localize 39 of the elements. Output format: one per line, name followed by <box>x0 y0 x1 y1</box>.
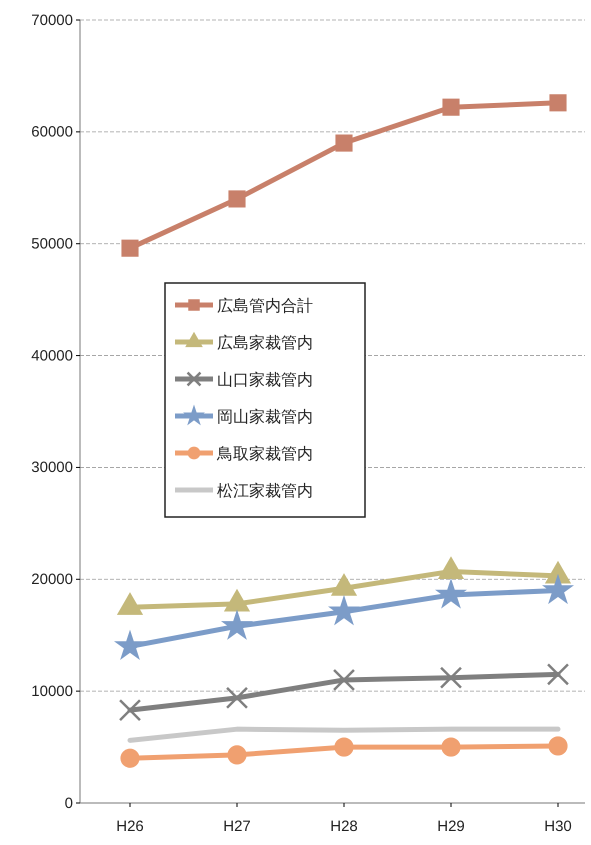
y-tick-label: 60000 <box>31 124 73 141</box>
point <box>121 240 139 257</box>
x-tick-label: H26 <box>116 818 144 835</box>
point <box>436 579 466 608</box>
x-tick-label: H27 <box>223 818 251 835</box>
point <box>222 610 252 640</box>
legend-label: 鳥取家裁管内 <box>216 444 313 463</box>
legend-label: 松江家裁管内 <box>217 481 313 500</box>
point <box>118 698 142 722</box>
point <box>334 737 354 757</box>
point <box>335 134 353 152</box>
x-tick-label: H29 <box>437 818 465 835</box>
point <box>227 745 247 764</box>
point <box>226 686 248 710</box>
point <box>440 666 462 689</box>
legend-label: 岡山家裁管内 <box>217 407 313 426</box>
x-tick-label: H30 <box>544 818 572 835</box>
y-tick-label: 30000 <box>31 459 73 476</box>
y-tick-label: 70000 <box>31 12 73 29</box>
point <box>548 736 568 756</box>
point <box>329 596 359 625</box>
y-tick-label: 40000 <box>31 347 73 364</box>
point <box>120 748 140 768</box>
point <box>543 574 573 604</box>
point <box>228 190 246 208</box>
point <box>549 94 567 112</box>
legend-label: 広島管内合計 <box>217 296 313 315</box>
y-tick-label: 0 <box>64 794 73 812</box>
y-tick-label: 50000 <box>31 236 73 253</box>
point <box>546 663 570 686</box>
point <box>442 98 460 116</box>
point <box>115 630 145 660</box>
legend-label: 山口家裁管内 <box>217 370 313 389</box>
y-tick-label: 20000 <box>31 571 73 588</box>
point <box>441 737 461 757</box>
point <box>332 668 356 692</box>
y-tick-label: 10000 <box>31 682 73 700</box>
x-tick-label: H28 <box>330 818 358 835</box>
legend-label: 広島家裁管内 <box>217 333 313 352</box>
